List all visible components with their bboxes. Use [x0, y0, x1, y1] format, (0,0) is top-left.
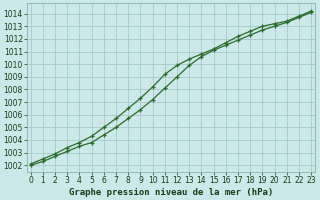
X-axis label: Graphe pression niveau de la mer (hPa): Graphe pression niveau de la mer (hPa) [69, 188, 273, 197]
